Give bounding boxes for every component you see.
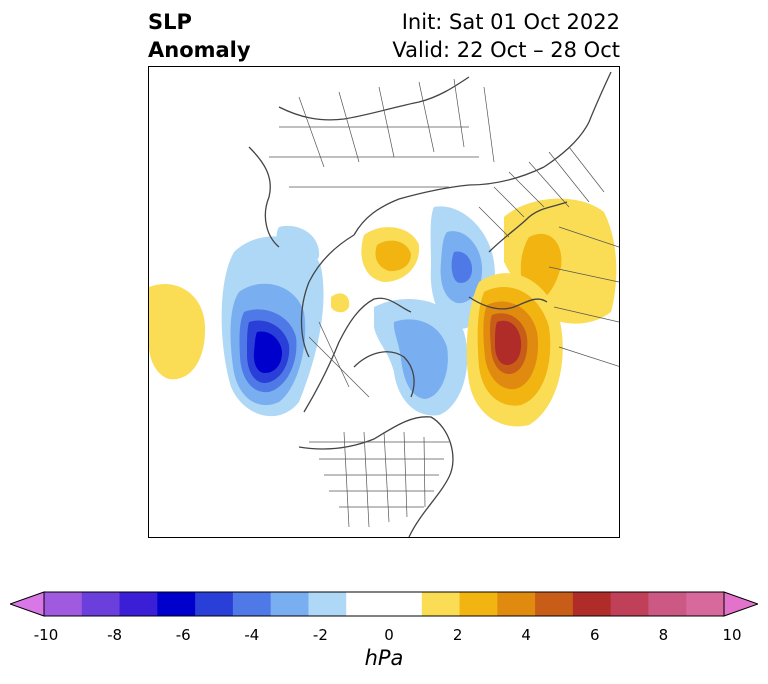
colorbar-segment [44, 592, 83, 616]
title-variable-subtitle: Anomaly [148, 38, 251, 62]
colorbar-segment [459, 592, 498, 616]
colorbar-tick-label: -4 [244, 626, 260, 644]
colorbar-segment [119, 592, 158, 616]
colorbar-segment [384, 592, 423, 616]
colorbar-segment [270, 592, 309, 616]
colorbar-tick-label: 0 [384, 626, 394, 644]
colorbar-segment [572, 592, 612, 616]
title-variable: SLP [148, 10, 192, 34]
west-pacific-high-anomaly [149, 283, 206, 380]
anomaly-map-canvas [149, 71, 619, 537]
colorbar-segment [535, 592, 574, 616]
colorbar-tick-label: 2 [452, 626, 463, 644]
colorbar-segment [81, 592, 121, 616]
colorbar-segment [686, 592, 725, 616]
colorbar [10, 591, 758, 617]
colorbar-segment [232, 592, 272, 616]
political-borders [269, 78, 619, 528]
arctic-high-anomaly [331, 227, 420, 313]
colorbar-unit: hPa [364, 646, 404, 670]
colorbar-segment [421, 592, 461, 616]
pacific-low-anomaly [221, 225, 324, 417]
anomaly-map [148, 66, 620, 538]
valid-range: Valid: 22 Oct – 28 Oct [392, 38, 620, 62]
atlantic-high-anomaly [466, 273, 563, 427]
colorbar-tick-label: 10 [722, 626, 742, 644]
colorbar-tick-label: -2 [312, 626, 328, 644]
colorbar-segment [346, 592, 385, 616]
colorbar-segment [195, 592, 234, 616]
colorbar-tick-label: 8 [658, 626, 669, 644]
colorbar-tick-label: 6 [590, 626, 600, 644]
colorbar-segment [157, 592, 196, 616]
colorbar-segment [308, 592, 347, 616]
colorbar-tick-label: -6 [175, 626, 191, 644]
init-date: Init: Sat 01 Oct 2022 [401, 10, 620, 34]
colorbar-tick-label: -10 [33, 626, 59, 644]
forecast-dates: Init: Sat 01 Oct 2022 Valid: 22 Oct – 28… [392, 8, 620, 64]
colorbar-segment [648, 592, 687, 616]
coastlines [248, 71, 612, 537]
map-title: SLP Anomaly [148, 8, 251, 64]
colorbar-tick-label: 4 [521, 626, 531, 644]
colorbar-tick-label: -8 [107, 626, 123, 644]
colorbar-extend-max [723, 591, 758, 617]
atlantic-low-anomaly [374, 299, 468, 416]
colorbar-segments [10, 591, 758, 617]
colorbar-segment [497, 592, 536, 616]
colorbar-extend-min [10, 591, 45, 617]
colorbar-outline [43, 591, 725, 617]
colorbar-segment [610, 592, 649, 616]
